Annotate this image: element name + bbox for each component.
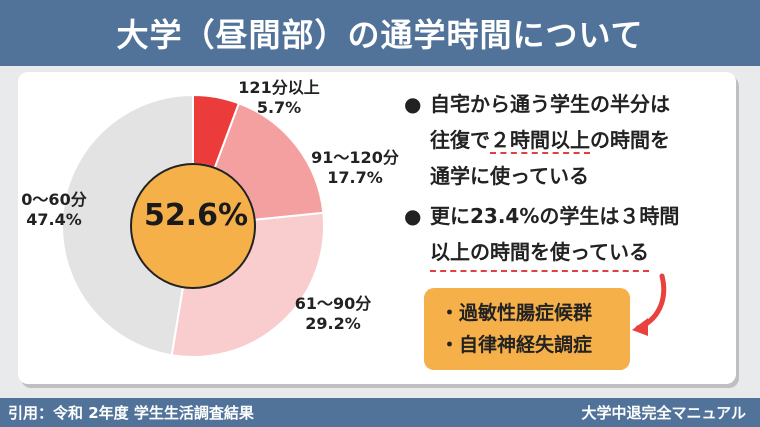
symptoms-callout: ・過敏性腸症候群 ・自律神経失調症 bbox=[424, 288, 630, 370]
note-1-line-3: 通学に使っている bbox=[430, 164, 589, 188]
callout-item-autonomic: ・自律神経失調症 bbox=[440, 334, 593, 356]
header-bar: 大学（昼間部）の通学時間について bbox=[0, 0, 760, 66]
note-1-line-2-pre: 往復で bbox=[430, 128, 490, 152]
center-percentage: 52.6% bbox=[143, 198, 249, 233]
note-2-line-2: 以上の時間を使っている bbox=[430, 234, 649, 272]
donut-center-circle bbox=[130, 163, 256, 289]
source-citation: 引用：令和 2年度 学生生活調査結果 bbox=[8, 404, 254, 422]
note-1-highlight: ２時間以上 bbox=[490, 128, 590, 154]
note-1-line-1: 自宅から通う学生の半分は bbox=[430, 92, 670, 116]
note-1-line-2: 往復で２時間以上の時間を bbox=[430, 122, 670, 158]
slice-label-121-category: 121分以上 bbox=[238, 78, 320, 97]
bullet-dot: ● bbox=[404, 92, 422, 116]
slice-label-0-category: 0～60分 bbox=[21, 190, 87, 209]
slice-label-0: 0～60分 47.4% bbox=[6, 190, 102, 230]
slice-label-61: 61～90分 29.2% bbox=[278, 294, 388, 334]
slice-label-61-category: 61～90分 bbox=[294, 294, 372, 313]
slice-label-121-percent: 5.7% bbox=[256, 98, 302, 117]
bullet-dot: ● bbox=[404, 204, 422, 228]
note-bullet-2: ● 更に23.4%の学生は３時間 以上の時間を使っている bbox=[404, 198, 724, 274]
slice-label-61-percent: 29.2% bbox=[305, 314, 361, 333]
footer-bar: 引用：令和 2年度 学生生活調査結果 大学中退完全マニュアル bbox=[0, 398, 760, 427]
callout-item-ibs: ・過敏性腸症候群 bbox=[440, 302, 593, 324]
slice-label-91: 91～120分 17.7% bbox=[292, 148, 418, 188]
slice-label-0-percent: 47.4% bbox=[26, 210, 82, 229]
note-bullet-1: ● 自宅から通う学生の半分は 往復で２時間以上の時間を 通学に使っている bbox=[404, 86, 724, 196]
note-2-line-1: 更に23.4%の学生は３時間 bbox=[430, 204, 680, 228]
curved-arrow-icon bbox=[632, 273, 667, 336]
slice-label-91-percent: 17.7% bbox=[327, 168, 383, 187]
brand-name: 大学中退完全マニュアル bbox=[581, 404, 746, 422]
note-1-line-2-post: の時間を bbox=[590, 128, 670, 152]
page-title: 大学（昼間部）の通学時間について bbox=[116, 16, 644, 54]
slice-label-121: 121分以上 5.7% bbox=[224, 78, 334, 118]
slice-label-91-category: 91～120分 bbox=[311, 148, 399, 167]
